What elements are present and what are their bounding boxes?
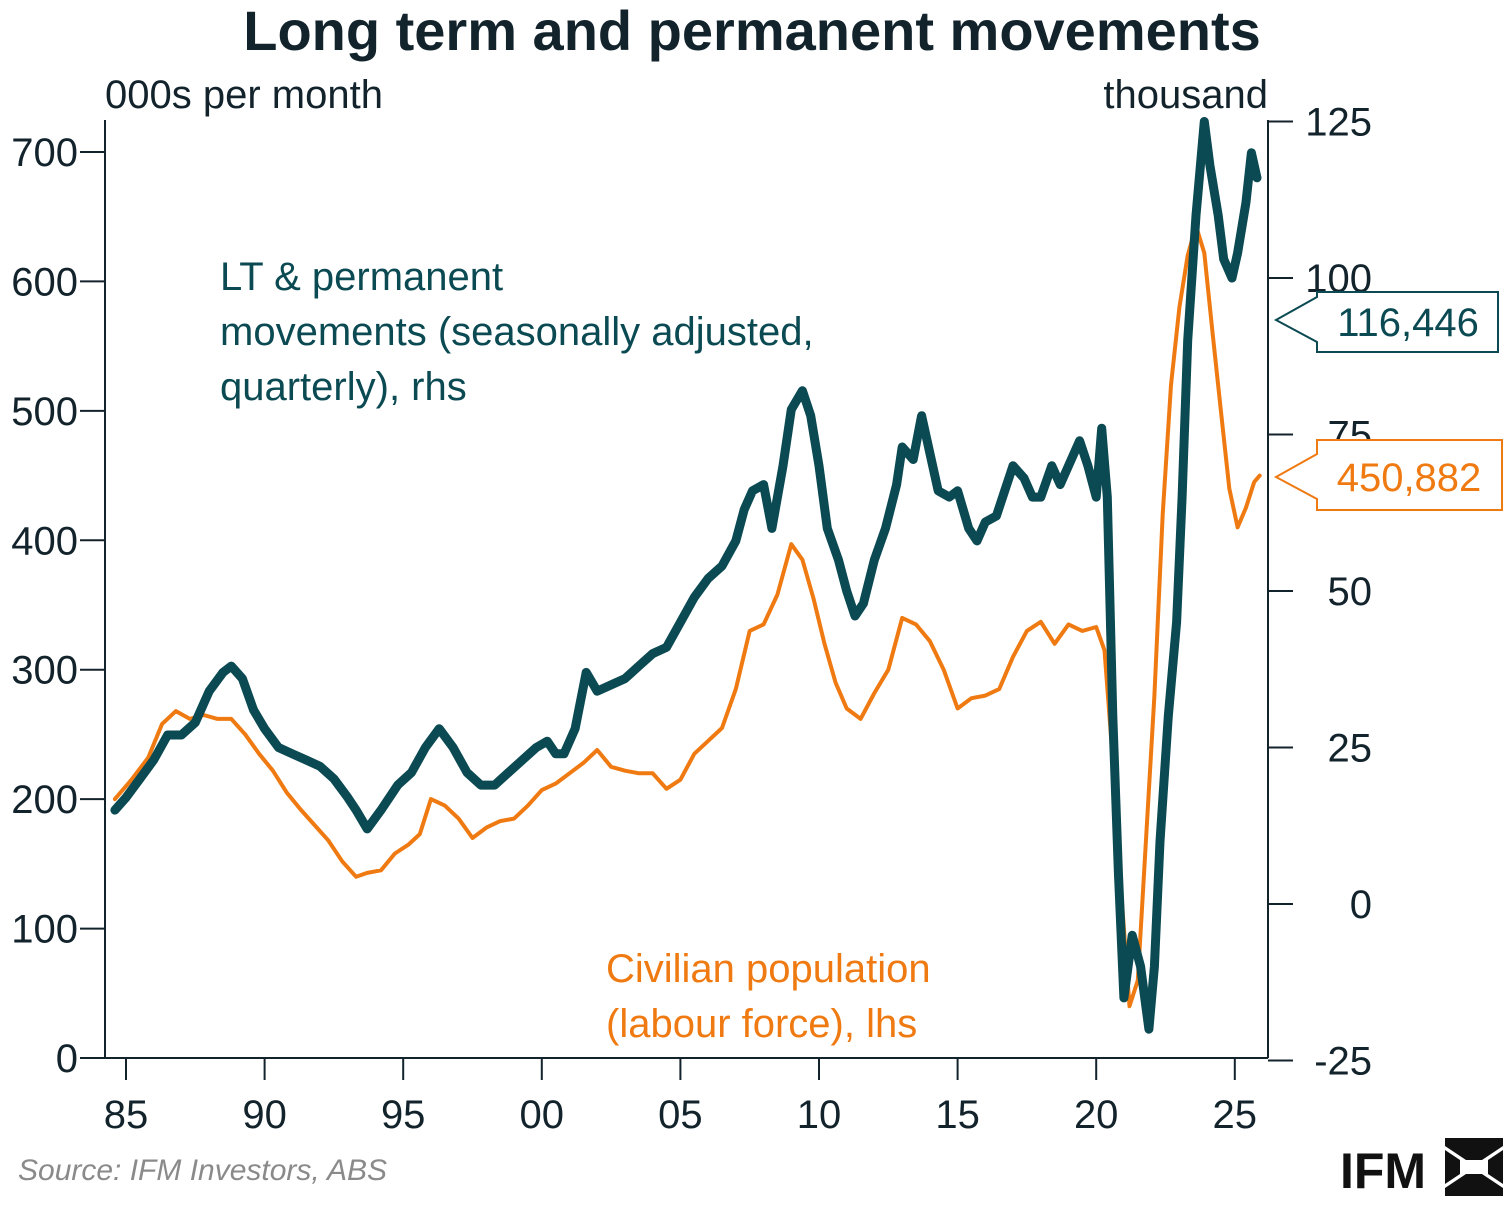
teal-annotation-line-2: movements (seasonally adjusted, [220,310,814,354]
axes: 70060050040030020010001501251007550250-2… [11,101,1373,1138]
right-tick-label: 0 [1350,883,1372,927]
right-tick-label: 25 [1328,727,1373,771]
right-tick-label: -25 [1314,1040,1372,1084]
teal-callout-box [1273,291,1499,353]
teal-annotation-line-3: quarterly), rhs [220,365,467,409]
chart-title: Long term and permanent movements [243,0,1261,62]
left-tick-label: 600 [11,260,78,304]
right-axis-unit-label: thousand [1103,73,1268,117]
logo-wordmark: IFM [1340,1143,1426,1199]
x-tick-label: 05 [658,1093,703,1137]
orange-annotation-line-1: Civilian population [606,947,931,991]
civilian-population-line [112,223,1262,1009]
orange-last-value-callout: 450,882 [1273,439,1503,511]
x-tick-label: 15 [935,1093,980,1137]
orange-annotation-line-2: (labour force), lhs [606,1002,917,1046]
left-axis-unit-label: 000s per month [105,73,383,117]
left-tick-label: 200 [11,778,78,822]
orange-series-annotation: Civilian population (labour force), lhs [606,947,931,1046]
orange-callout-box [1273,439,1503,511]
series-layer [110,117,1262,1034]
right-tick-label: 50 [1328,570,1373,614]
left-tick-label: 100 [11,908,78,952]
x-tick-label: 95 [381,1093,426,1137]
right-tick-label: 125 [1305,101,1372,145]
x-tick-label: 20 [1074,1093,1119,1137]
ifm-logo-mark-icon [1445,1138,1503,1196]
x-tick-label: 10 [797,1093,842,1137]
source-note: Source: IFM Investors, ABS [18,1154,387,1187]
orange-last-value: 450,882 [1337,456,1482,500]
teal-last-value-callout: 116,446 [1273,291,1499,353]
left-tick-label: 500 [11,390,78,434]
left-tick-label: 400 [11,519,78,563]
x-tick-label: 00 [520,1093,565,1137]
ifm-logo: IFM [1340,1138,1503,1199]
teal-series-annotation: LT & permanent movements (seasonally adj… [220,255,814,409]
x-tick-label: 90 [242,1093,287,1137]
teal-last-value: 116,446 [1337,301,1479,345]
x-tick-label: 25 [1213,1093,1258,1137]
left-tick-label: 0 [56,1037,78,1081]
lt-permanent-movements-line [110,117,1262,1034]
left-tick-label: 300 [11,649,78,693]
x-tick-label: 85 [104,1093,149,1137]
teal-annotation-line-1: LT & permanent [220,255,503,299]
left-tick-label: 700 [11,131,78,175]
